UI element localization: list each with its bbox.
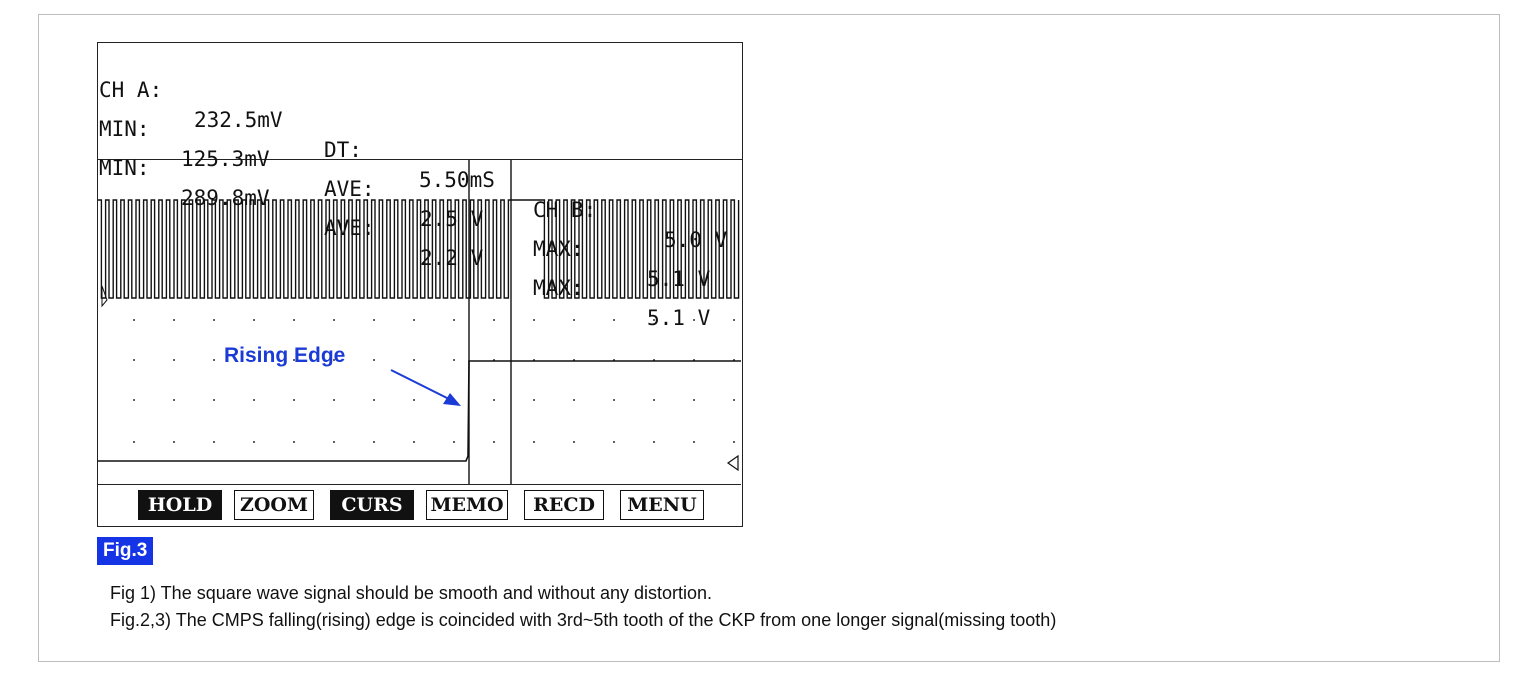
caption-line-2: Fig.2,3) The CMPS falling(rising) edge i…	[110, 610, 1057, 630]
grid-dot	[453, 441, 455, 443]
grid-dot	[213, 319, 215, 321]
grid-dot	[293, 319, 295, 321]
dt-label: DT:	[324, 138, 362, 162]
grid-dot	[733, 441, 735, 443]
grid-dot	[373, 359, 375, 361]
readout-row-3: MIN: 289.8mV AVE: 2.2 V MAX: 5.1 V	[99, 123, 710, 330]
grid-dot	[493, 319, 495, 321]
grid-dot	[413, 319, 415, 321]
grid-dot	[733, 319, 735, 321]
grid-dot	[533, 319, 535, 321]
grid-dot	[133, 359, 135, 361]
grid-dot	[493, 399, 495, 401]
zoom-button[interactable]: ZOOM	[234, 490, 314, 520]
grid-dot	[373, 319, 375, 321]
grid-dot	[293, 399, 295, 401]
grid-dot	[173, 319, 175, 321]
grid-dot	[453, 359, 455, 361]
grid-dot	[253, 319, 255, 321]
grid-dot	[373, 399, 375, 401]
min-label: MIN:	[99, 156, 150, 180]
grid-dot	[413, 441, 415, 443]
measurement-readout: CH A: 232.5mV DT: 5.50mS CH B: 5.0 V MIN…	[98, 43, 742, 330]
grid-dot	[573, 399, 575, 401]
oscilloscope-screen: CH A: 232.5mV DT: 5.50mS CH B: 5.0 V MIN…	[97, 42, 743, 527]
grid-dot	[573, 319, 575, 321]
grid-dot	[613, 319, 615, 321]
min-value: 125.3mV	[181, 147, 270, 171]
grid-dot	[613, 399, 615, 401]
grid-dot	[173, 359, 175, 361]
grid-dot	[373, 441, 375, 443]
rising-edge-label: Rising Edge	[224, 344, 346, 367]
grid-dot	[293, 441, 295, 443]
grid-dot	[533, 441, 535, 443]
grid-dot	[413, 359, 415, 361]
recd-button[interactable]: RECD	[524, 490, 604, 520]
figure-frame	[38, 14, 1500, 662]
min-label: MIN:	[99, 117, 150, 141]
grid-dot	[133, 319, 135, 321]
waveform-plot	[98, 160, 741, 484]
ave-label: AVE:	[324, 177, 375, 201]
grid-dot	[213, 441, 215, 443]
memo-button[interactable]: MEMO	[426, 490, 508, 520]
grid-dot	[213, 399, 215, 401]
grid-dot	[533, 399, 535, 401]
grid-dot	[733, 399, 735, 401]
grid-dot	[333, 441, 335, 443]
grid-dot	[293, 359, 295, 361]
grid-dot	[173, 399, 175, 401]
grid-dot	[453, 319, 455, 321]
figure-tag: Fig.3	[97, 537, 154, 565]
grid-dot	[253, 441, 255, 443]
cmp-signal-trace	[98, 360, 741, 462]
dt-value: 5.50mS	[419, 168, 495, 192]
function-menu-bar: HOLD ZOOM CURS MEMO RECD MENU	[98, 484, 741, 525]
grid-dot	[573, 441, 575, 443]
grid-dot	[133, 441, 135, 443]
grid-dot	[413, 399, 415, 401]
rising-edge-arrow-icon	[390, 369, 461, 406]
grid-dot	[693, 319, 695, 321]
hold-button[interactable]: HOLD	[138, 490, 222, 520]
grid-dot	[173, 441, 175, 443]
grid-dot	[133, 399, 135, 401]
grid-dot	[693, 399, 695, 401]
ckp-square-wave-trace	[98, 199, 740, 299]
min-value: 289.8mV	[181, 186, 270, 210]
grid-dot	[333, 359, 335, 361]
grid-dot	[653, 441, 655, 443]
grid-dot	[253, 359, 255, 361]
grid-dot	[213, 359, 215, 361]
trigger-marker-icon	[101, 285, 108, 308]
grid-dot	[613, 441, 615, 443]
grid-dot	[333, 399, 335, 401]
ch-a-label: CH A:	[99, 78, 163, 102]
readout-row-2: MIN: 125.3mV AVE: 2.5 V MAX: 5.1 V	[99, 84, 710, 291]
grid-dot	[693, 441, 695, 443]
grid-dot	[653, 319, 655, 321]
ch-a-value: 232.5mV	[194, 108, 283, 132]
curs-button[interactable]: CURS	[330, 490, 414, 520]
grid-dot	[333, 319, 335, 321]
grid-dot	[653, 399, 655, 401]
channel-marker-left-triangle-icon	[726, 454, 739, 472]
caption-line-1: Fig 1) The square wave signal should be …	[110, 583, 713, 603]
max-value: 5.1 V	[647, 306, 711, 330]
readout-row-1: CH A: 232.5mV DT: 5.50mS CH B: 5.0 V	[99, 45, 727, 252]
grid-dot	[253, 399, 255, 401]
grid-dots	[133, 319, 735, 443]
menu-button[interactable]: MENU	[620, 490, 704, 520]
grid-dot	[493, 441, 495, 443]
